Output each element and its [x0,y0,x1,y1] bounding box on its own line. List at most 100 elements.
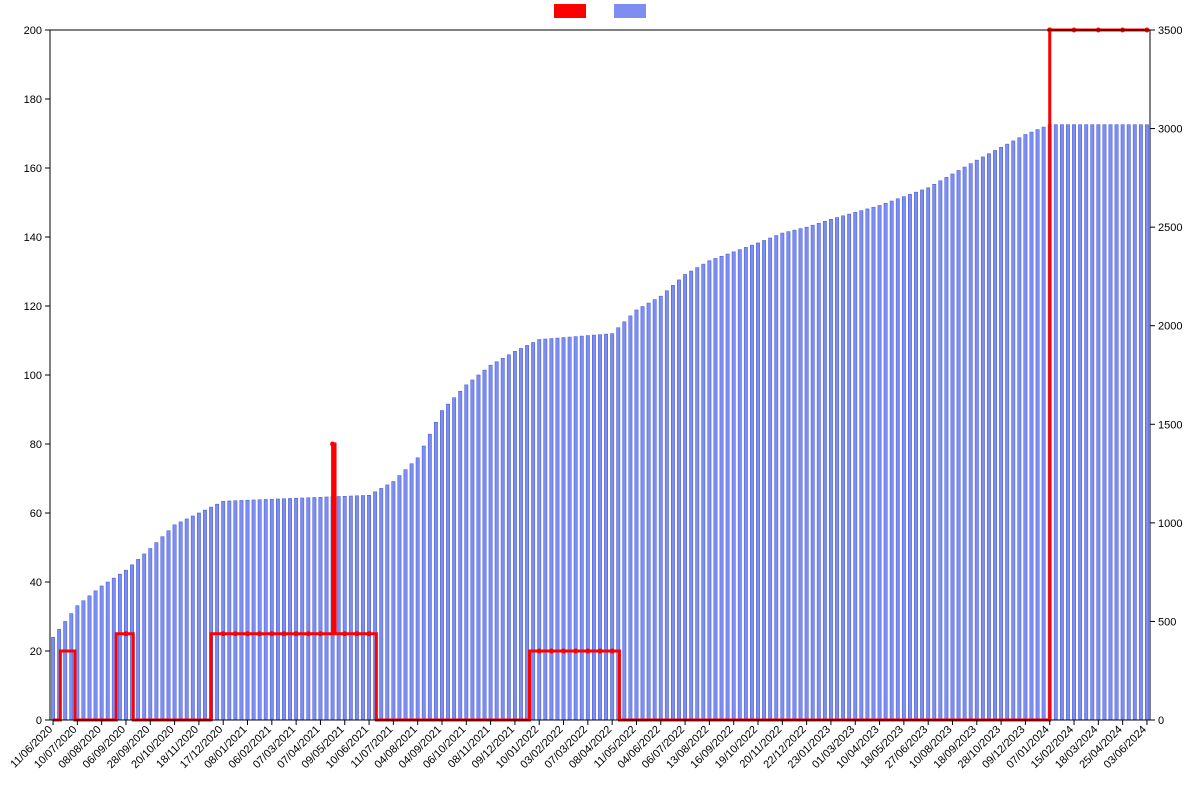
bar [1115,125,1118,720]
bar [173,525,176,720]
y-tick-label-left: 60 [30,508,42,520]
bar [598,335,601,720]
bar [446,404,449,720]
bar [927,188,930,720]
bar [951,174,954,720]
bar [708,261,711,720]
bar [683,274,686,720]
line-marker [245,631,250,636]
bar [665,291,668,720]
line-marker [561,649,566,654]
bar [270,499,273,720]
bar [544,339,547,720]
bar [878,205,881,720]
bar [276,499,279,720]
bar [167,531,170,720]
y-tick-label-right: 2000 [1158,321,1182,333]
bar [1103,125,1106,720]
bar [240,500,243,720]
bar [197,513,200,720]
bar [459,391,462,720]
bar [908,194,911,720]
bar [288,498,291,720]
bar [337,496,340,720]
bar [580,336,583,720]
bar [623,322,626,720]
bar [361,496,364,721]
bar [392,481,395,720]
line-marker [549,649,554,654]
bar [1133,125,1136,720]
bar [215,504,218,720]
bar [422,446,425,720]
bar [234,501,237,720]
line-marker [573,649,578,654]
bar [562,338,565,720]
bar [696,268,699,720]
bar [848,214,851,720]
bar [179,522,182,720]
bar [1121,125,1124,720]
line-marker [585,649,590,654]
y-tick-label-left: 160 [24,163,42,175]
bar [1036,130,1039,720]
bar [914,192,917,720]
bar [519,348,522,720]
bar [106,582,109,720]
bar [556,338,559,720]
bar [386,485,389,720]
bar [161,537,164,720]
bar [367,495,370,720]
y-tick-label-right: 500 [1158,616,1176,628]
bar [434,422,437,720]
bar [890,201,893,720]
bar [635,310,638,720]
bar [659,296,662,720]
chart-container: 0204060801001201401601802000500100015002… [0,0,1200,800]
bar [301,498,304,720]
bar [933,184,936,720]
y-tick-label-left: 0 [36,715,42,727]
bar [866,209,869,720]
bar [860,211,863,720]
line-marker [342,631,347,636]
bar [307,498,310,720]
y-tick-label-right: 3500 [1158,25,1182,37]
y-tick-label-right: 0 [1158,715,1164,727]
bar [969,164,972,720]
bar [1012,141,1015,720]
bar [380,488,383,720]
line-marker [233,631,238,636]
line-marker [330,442,335,447]
bar [343,496,346,720]
bar [452,398,455,720]
bar [1085,125,1088,720]
line-marker [306,631,311,636]
bar [823,221,826,720]
bar [550,339,553,720]
bar [805,227,808,720]
bar [82,601,85,720]
bar [70,614,73,720]
y-tick-label-left: 20 [30,646,42,658]
bar [149,548,152,720]
bar [1139,125,1142,720]
bar [835,218,838,720]
bar [689,271,692,720]
bar [920,190,923,720]
bar [440,410,443,720]
bar [1091,125,1094,720]
line-marker [610,649,615,654]
bar [1127,125,1130,720]
bar [714,258,717,720]
bar [513,351,516,720]
bar [118,574,121,720]
bar [896,199,899,720]
bar [963,167,966,720]
bar [191,516,194,720]
bar [246,500,249,720]
bar [294,498,297,720]
bar [872,207,875,720]
bar [88,596,91,720]
bar [641,306,644,720]
